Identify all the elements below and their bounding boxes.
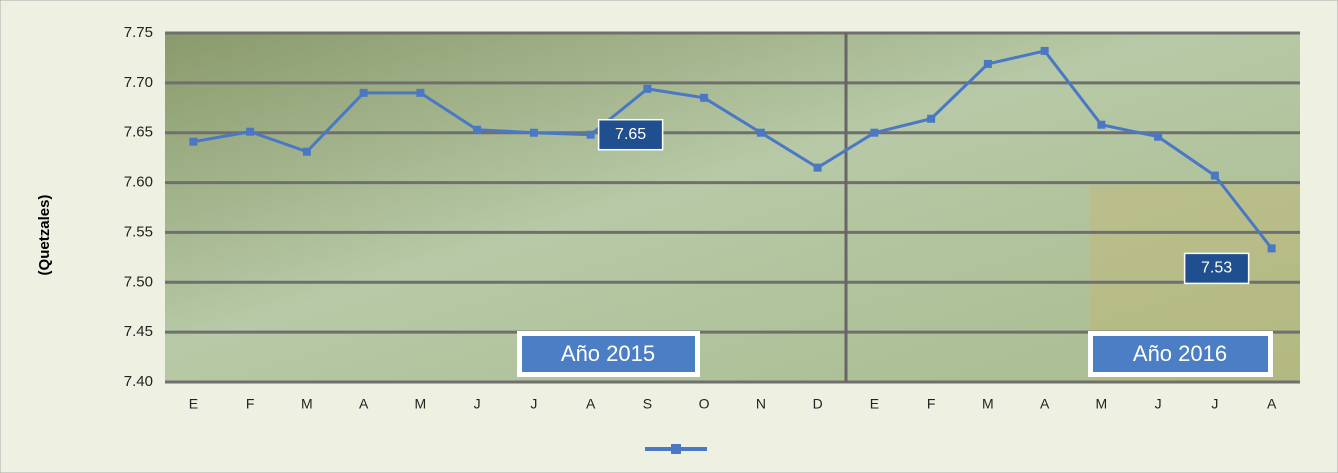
- y-tick-label: 7.50: [124, 273, 153, 290]
- annotation: Año 2016: [1088, 331, 1273, 377]
- legend: [645, 444, 707, 454]
- value-label-box: [1183, 252, 1250, 285]
- point: [473, 125, 482, 134]
- y-tick-label: 7.75: [124, 24, 153, 41]
- series-line: [193, 49, 1273, 250]
- y-tick-label: 7.45: [124, 323, 153, 340]
- x-tick-label: E: [870, 396, 879, 412]
- x-tick-label: M: [1096, 396, 1108, 412]
- x-tick-label: J: [530, 396, 537, 412]
- point: [643, 84, 652, 93]
- x-tick-label: J: [1155, 396, 1162, 412]
- x-tick-label: A: [586, 396, 596, 412]
- x-tick-label: E: [189, 396, 198, 412]
- point: [246, 127, 255, 136]
- point: [1210, 171, 1219, 180]
- point: [927, 114, 936, 123]
- point: [359, 88, 368, 97]
- annotation-fill: [522, 336, 695, 372]
- x-tick-label: M: [415, 396, 427, 412]
- point: [983, 59, 992, 68]
- x-tick-label: A: [1267, 396, 1277, 412]
- x-tick-label: F: [927, 396, 936, 412]
- value-label: 7.53: [1201, 260, 1232, 277]
- x-tick-label: A: [1040, 396, 1050, 412]
- point: [1154, 132, 1163, 141]
- x-tick-label: A: [359, 396, 369, 412]
- x-tick-label: S: [643, 396, 652, 412]
- point: [1097, 120, 1106, 129]
- point: [1267, 244, 1276, 253]
- value-label: 7.65: [615, 126, 646, 143]
- x-tick-label: N: [756, 396, 766, 412]
- annotation-fill: [1093, 336, 1268, 372]
- y-tick-label: 7.40: [124, 373, 153, 390]
- y-tick-label: 7.60: [124, 174, 153, 191]
- point: [416, 88, 425, 97]
- point: [586, 130, 595, 139]
- x-tick-label: J: [1211, 396, 1218, 412]
- legend-marker: [671, 444, 681, 454]
- annotation-text: Año 2015: [561, 341, 655, 366]
- x-tick-label: F: [246, 396, 255, 412]
- point: [1040, 46, 1049, 55]
- x-tick-label: J: [474, 396, 481, 412]
- y-tick-label: 7.70: [124, 74, 153, 91]
- annotation: Año 2015: [517, 331, 700, 377]
- point: [813, 163, 822, 172]
- x-tick-label: M: [301, 396, 313, 412]
- point: [189, 137, 198, 146]
- y-axis-label: (Quetzales): [36, 195, 53, 276]
- x-tick-label: M: [982, 396, 994, 412]
- x-tick-label: O: [699, 396, 710, 412]
- y-tick-label: 7.55: [124, 223, 153, 240]
- value-label-box: [597, 118, 664, 151]
- point: [529, 128, 538, 137]
- point: [870, 128, 879, 137]
- point: [700, 93, 709, 102]
- annotation-text: Año 2016: [1133, 341, 1227, 366]
- y-tick-label: 7.65: [124, 124, 153, 141]
- point: [302, 147, 311, 156]
- point: [756, 128, 765, 137]
- plot-area: [165, 33, 1300, 382]
- x-tick-label: D: [813, 396, 823, 412]
